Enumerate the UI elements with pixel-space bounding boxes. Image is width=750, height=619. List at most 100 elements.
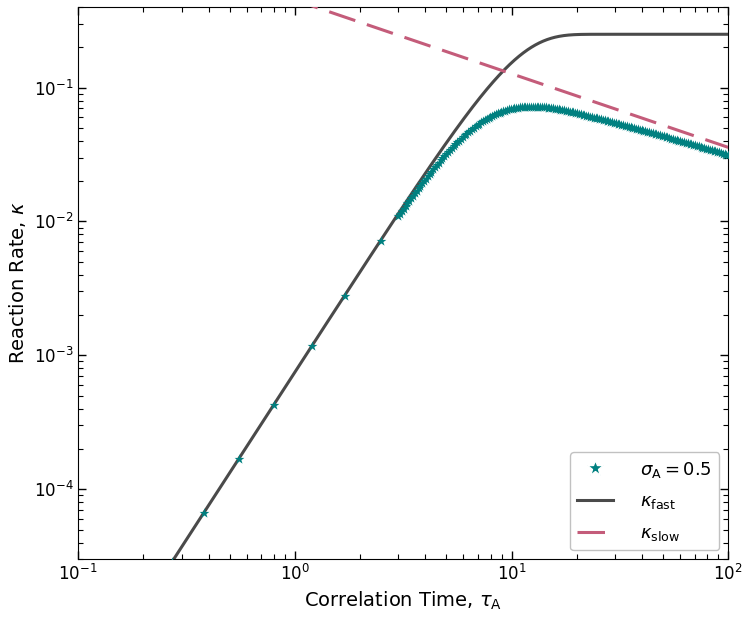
Point bbox=[577, 110, 589, 119]
Point bbox=[663, 133, 675, 143]
Point bbox=[625, 123, 637, 132]
Point bbox=[521, 102, 533, 111]
Point bbox=[646, 128, 658, 138]
Point bbox=[586, 112, 598, 122]
Point bbox=[610, 118, 622, 128]
Point bbox=[418, 176, 430, 186]
Point bbox=[540, 102, 552, 112]
Point bbox=[538, 102, 550, 112]
Point bbox=[490, 109, 502, 119]
Point bbox=[676, 137, 688, 147]
Point bbox=[556, 105, 568, 115]
Point bbox=[137, 601, 149, 611]
Point bbox=[673, 136, 685, 145]
Point bbox=[468, 123, 480, 132]
Point bbox=[396, 206, 408, 216]
Point bbox=[481, 114, 493, 124]
Point bbox=[503, 105, 515, 115]
Point bbox=[436, 154, 448, 163]
Point bbox=[562, 106, 574, 116]
Point bbox=[598, 116, 610, 126]
Point bbox=[464, 126, 476, 136]
Point bbox=[438, 151, 450, 161]
Point bbox=[659, 132, 671, 142]
Point bbox=[232, 454, 244, 464]
Point bbox=[710, 146, 722, 156]
Point bbox=[405, 193, 417, 203]
Point bbox=[678, 137, 690, 147]
Point bbox=[512, 103, 524, 113]
Point bbox=[496, 107, 508, 117]
Point bbox=[414, 181, 426, 191]
Point bbox=[595, 115, 607, 124]
Point bbox=[416, 178, 428, 188]
Point bbox=[593, 114, 605, 124]
Point bbox=[665, 134, 677, 144]
Point bbox=[704, 145, 716, 155]
Point bbox=[635, 126, 647, 136]
Point bbox=[573, 109, 585, 119]
Point bbox=[482, 113, 494, 123]
Point bbox=[702, 144, 714, 154]
Point bbox=[404, 196, 416, 206]
Point bbox=[479, 115, 491, 125]
Point bbox=[689, 141, 701, 150]
Point bbox=[520, 102, 532, 111]
Point bbox=[707, 146, 719, 156]
Point bbox=[584, 111, 596, 121]
Point bbox=[532, 102, 544, 111]
Point bbox=[680, 138, 692, 148]
Point bbox=[431, 160, 443, 170]
Point bbox=[473, 119, 485, 129]
Point bbox=[500, 106, 512, 116]
Point bbox=[510, 103, 522, 113]
Y-axis label: Reaction Rate, $\kappa$: Reaction Rate, $\kappa$ bbox=[7, 202, 28, 365]
Point bbox=[597, 115, 609, 125]
Point bbox=[433, 158, 445, 168]
Point bbox=[560, 106, 572, 116]
Point bbox=[424, 169, 436, 179]
Point bbox=[698, 143, 710, 153]
Point bbox=[455, 134, 467, 144]
Point bbox=[425, 167, 437, 176]
Point bbox=[639, 126, 651, 136]
Point bbox=[524, 102, 536, 111]
Point bbox=[457, 132, 469, 142]
Point bbox=[693, 142, 705, 152]
Point bbox=[549, 104, 561, 114]
Point bbox=[697, 142, 709, 152]
Point bbox=[622, 122, 634, 132]
Point bbox=[509, 103, 520, 113]
Point bbox=[566, 107, 578, 117]
Point bbox=[588, 113, 600, 123]
Point bbox=[516, 102, 528, 112]
Point bbox=[466, 124, 478, 134]
Point bbox=[529, 102, 541, 111]
Point bbox=[612, 119, 624, 129]
Point bbox=[645, 128, 657, 138]
Point bbox=[569, 108, 581, 118]
Point bbox=[401, 199, 413, 209]
Point bbox=[550, 104, 562, 114]
Point bbox=[534, 102, 546, 112]
Point bbox=[614, 119, 626, 129]
Point bbox=[492, 108, 504, 118]
Point bbox=[656, 131, 668, 141]
Point bbox=[628, 123, 640, 133]
Point bbox=[501, 105, 513, 115]
Point bbox=[440, 149, 452, 159]
Point bbox=[268, 400, 280, 410]
Point bbox=[458, 131, 470, 141]
Point bbox=[658, 131, 670, 141]
Point bbox=[484, 112, 496, 122]
Point bbox=[650, 129, 662, 139]
Point bbox=[641, 127, 653, 137]
Point bbox=[578, 110, 590, 120]
Point bbox=[634, 125, 646, 135]
Point bbox=[721, 150, 733, 160]
Point bbox=[488, 110, 500, 120]
Point bbox=[654, 131, 666, 141]
Point bbox=[590, 113, 602, 123]
Point bbox=[604, 117, 616, 127]
Point bbox=[536, 102, 548, 112]
